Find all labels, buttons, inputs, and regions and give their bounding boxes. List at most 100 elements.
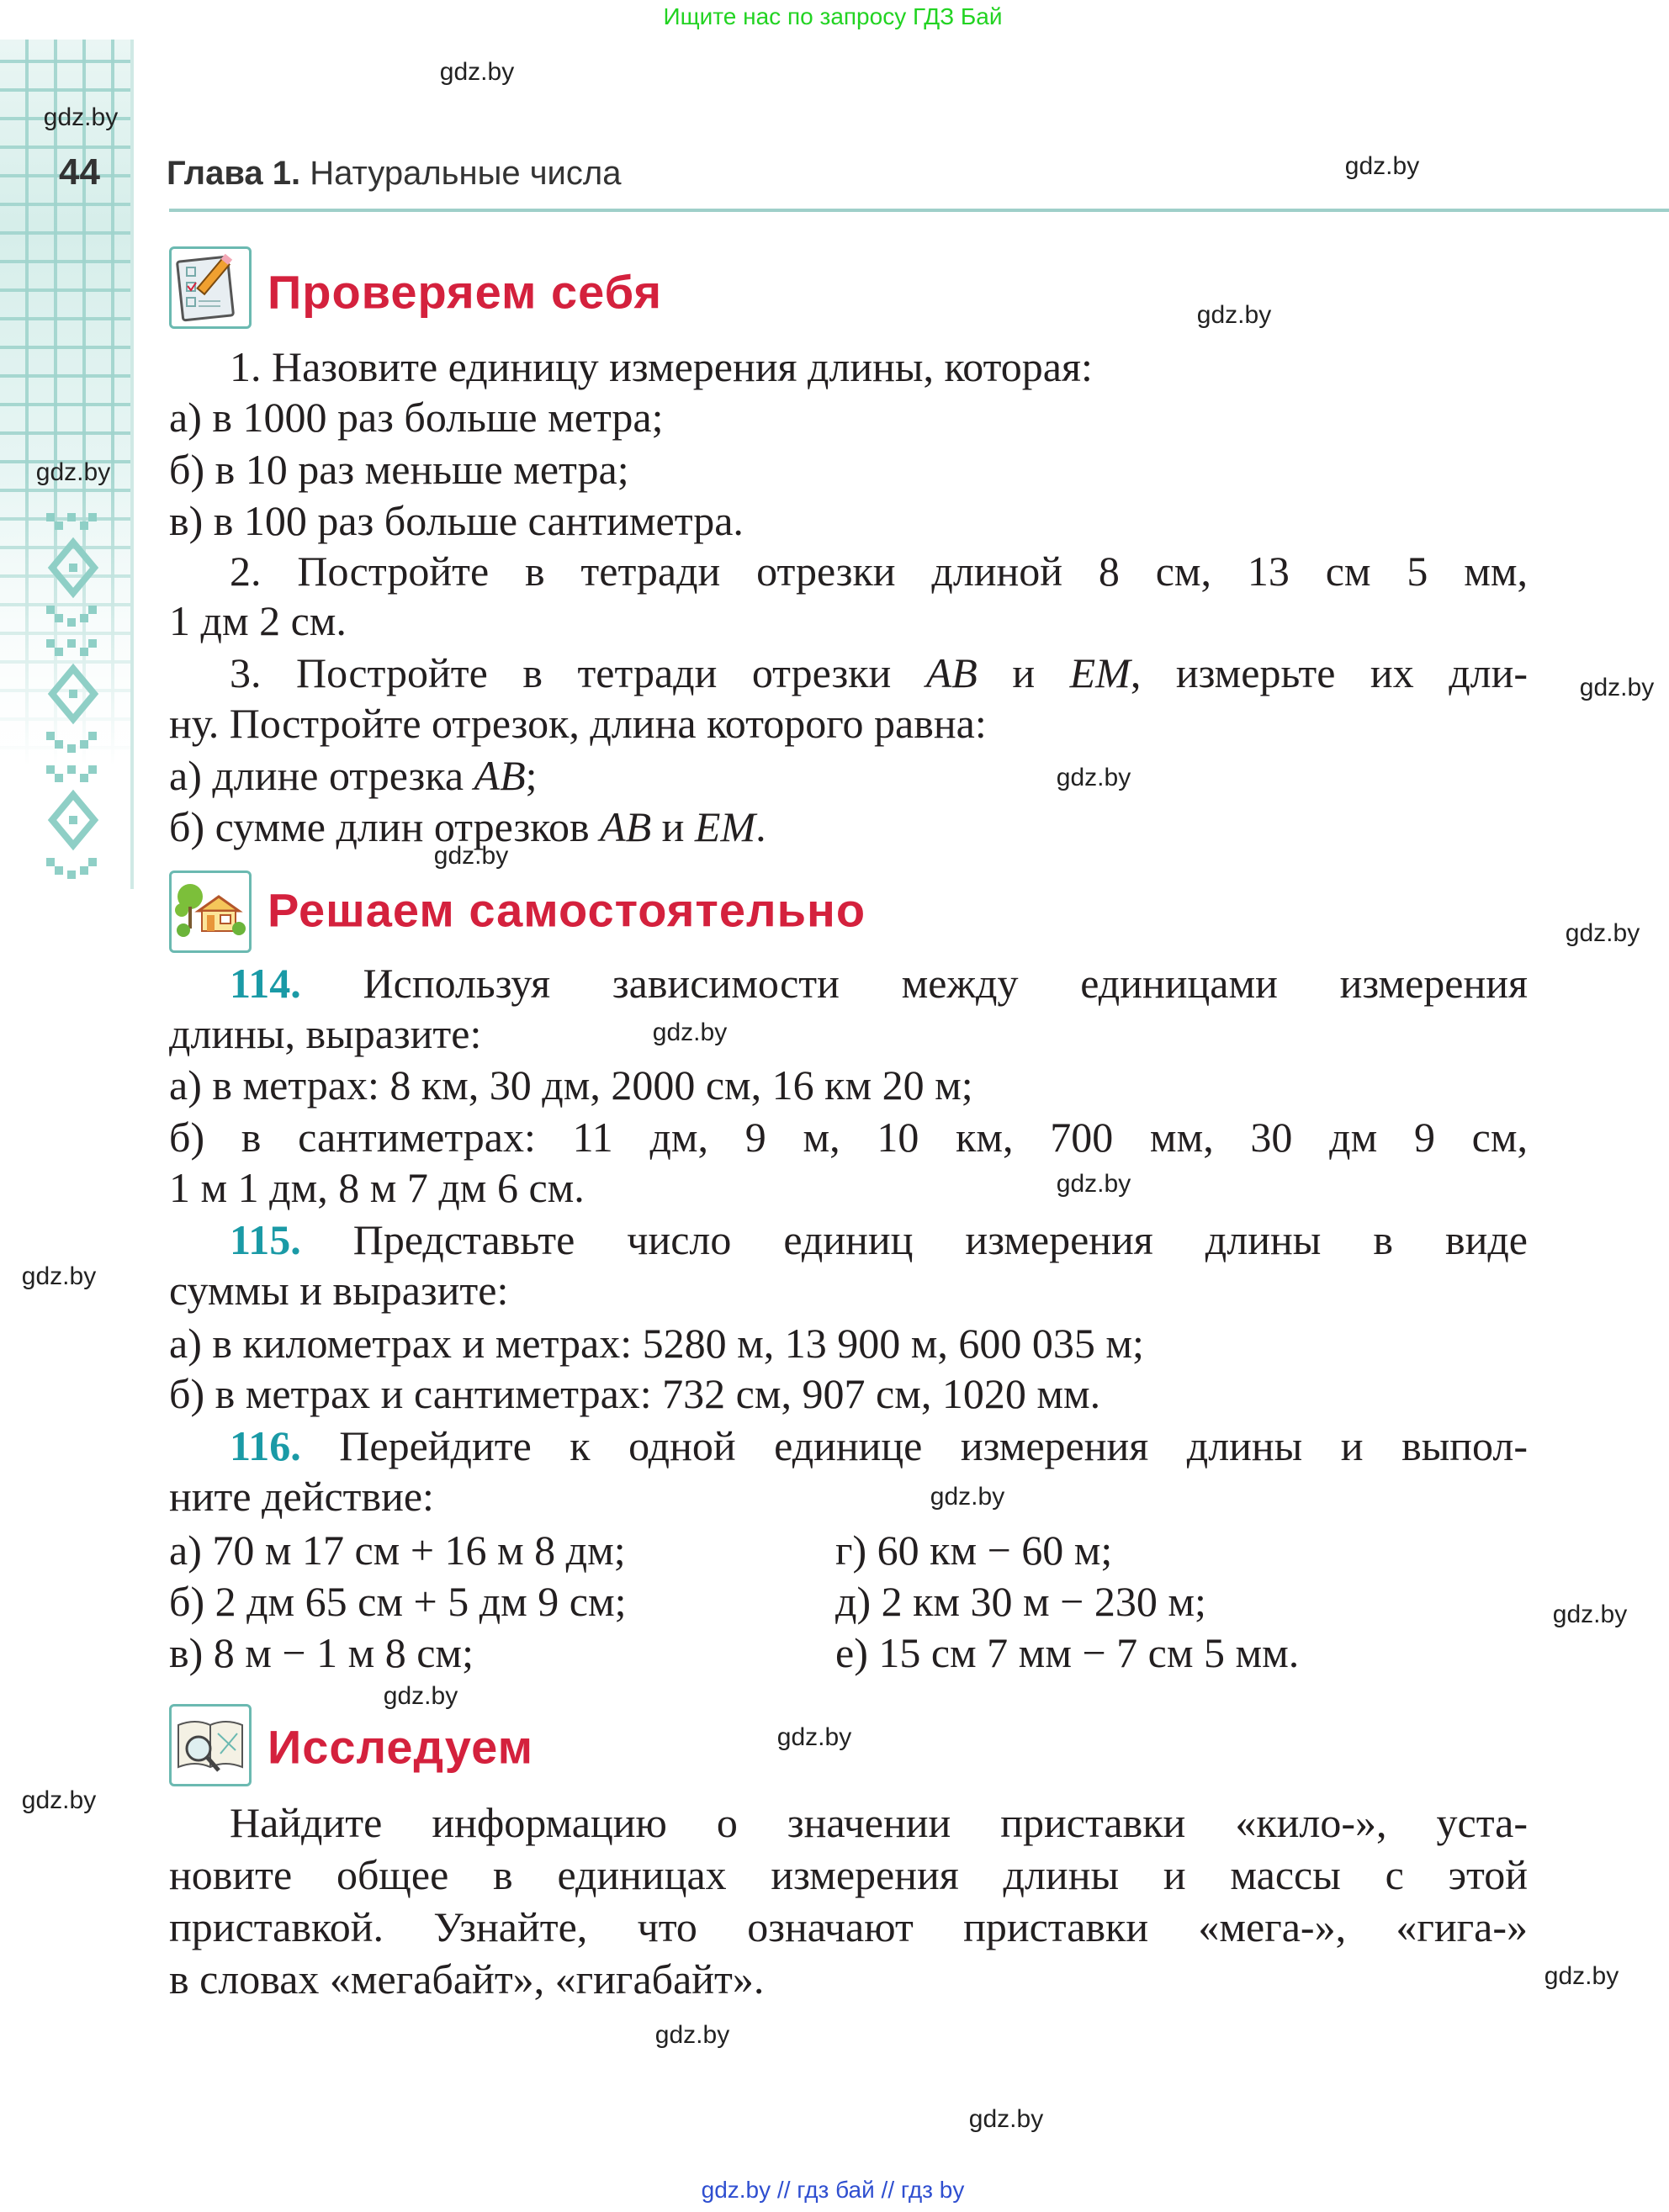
text-segment: е) 15 см 7 мм − 7 см 5 мм. bbox=[835, 1629, 1300, 1676]
watermark-text: gdz.by bbox=[1565, 919, 1640, 947]
house-tree-icon bbox=[169, 871, 252, 953]
solve-line: б) в метрах и сантиметрах: 732 см, 907 с… bbox=[169, 1368, 1100, 1420]
text-segment: и bbox=[977, 649, 1070, 696]
solve-line: а) в километрах и метрах: 5280 м, 13 900… bbox=[169, 1318, 1144, 1369]
text-segment: а) длине отрезка bbox=[169, 752, 474, 799]
watermark-text: gdz.by bbox=[776, 1723, 852, 1751]
exercise-116-item: д) 2 км 30 м − 230 м; bbox=[835, 1576, 1206, 1627]
page-number: 44 bbox=[59, 151, 100, 193]
explore-line: Найдите информацию о значении приставки … bbox=[230, 1797, 1528, 1849]
solve-line: длины, выразите: bbox=[169, 1008, 481, 1060]
text-segment: EM bbox=[694, 803, 756, 850]
footer-links[interactable]: gdz.by // гдз бай // гдз by bbox=[701, 2177, 965, 2203]
section-title-check: Проверяем себя bbox=[268, 265, 663, 319]
exercise-116-item: е) 15 см 7 мм − 7 см 5 мм. bbox=[835, 1627, 1299, 1679]
text-segment: AB bbox=[600, 803, 652, 850]
text-segment: б) в сантиметрах: 11 дм, 9 м, 10 км, 700… bbox=[169, 1114, 1528, 1161]
watermark-text: gdz.by bbox=[433, 842, 509, 870]
check-line: ну. Постройте отрезок, длина которого ра… bbox=[169, 698, 987, 749]
solve-line: б) в сантиметрах: 11 дм, 9 м, 10 км, 700… bbox=[169, 1112, 1528, 1163]
book-magnifier-icon bbox=[169, 1704, 252, 1786]
text-segment: суммы и выразите: bbox=[169, 1267, 509, 1314]
text-segment: б) 2 дм 65 см + 5 дм 9 см; bbox=[169, 1578, 627, 1625]
check-line: 1 дм 2 см. bbox=[169, 595, 347, 647]
text-segment: Представьте число единиц измерения длины… bbox=[300, 1216, 1528, 1263]
text-segment: 1 м 1 дм, 8 м 7 дм 6 см. bbox=[169, 1164, 585, 1211]
header-rule bbox=[169, 209, 1669, 212]
watermark-text: gdz.by bbox=[1544, 1962, 1619, 1990]
text-segment: Перейдите к одной единице измерения длин… bbox=[300, 1422, 1528, 1469]
solve-line: 114. Используя зависимости между единица… bbox=[230, 958, 1528, 1009]
exercise-116-item: в) 8 м − 1 м 8 см; bbox=[169, 1627, 474, 1679]
exercise-116-item: б) 2 дм 65 см + 5 дм 9 см; bbox=[169, 1576, 627, 1627]
watermark-text: gdz.by bbox=[1552, 1601, 1628, 1628]
text-segment: а) в километрах и метрах: 5280 м, 13 900… bbox=[169, 1320, 1144, 1367]
watermark-text: gdz.by bbox=[654, 2021, 730, 2049]
text-segment: новите общее в единицах измерения длины … bbox=[169, 1851, 1528, 1898]
exercise-116-item: а) 70 м 17 см + 16 м 8 дм; bbox=[169, 1525, 626, 1576]
watermark-text: gdz.by bbox=[930, 1483, 1005, 1511]
text-segment: ну. Постройте отрезок, длина которого ра… bbox=[169, 700, 987, 747]
exercise-number: 116. bbox=[230, 1422, 301, 1469]
check-line: б) в 10 раз меньше метра; bbox=[169, 444, 629, 495]
text-segment: 1 дм 2 см. bbox=[169, 597, 347, 644]
chapter-header: Глава 1. Натуральные числа bbox=[167, 155, 621, 193]
solve-line: ните действие: bbox=[169, 1471, 434, 1522]
watermark-text: gdz.by bbox=[43, 103, 119, 131]
text-segment: приставкой. Узнайте, что означают приста… bbox=[169, 1903, 1528, 1950]
watermark-text: gdz.by bbox=[439, 58, 515, 86]
text-segment: в словах «мегабайт», «гигабайт». bbox=[169, 1955, 765, 2003]
solve-line: суммы и выразите: bbox=[169, 1265, 508, 1316]
checklist-pencil-icon bbox=[169, 246, 252, 329]
text-segment: , измерьте их дли- bbox=[1130, 649, 1528, 696]
text-segment: в) 8 м − 1 м 8 см; bbox=[169, 1629, 474, 1676]
solve-line: а) в метрах: 8 км, 30 дм, 2000 см, 16 км… bbox=[169, 1060, 973, 1111]
text-segment: б) в 10 раз меньше метра; bbox=[169, 446, 629, 493]
check-line: а) в 1000 раз больше метра; bbox=[169, 392, 664, 443]
chapter-title: Натуральные числа bbox=[310, 155, 622, 192]
watermark-text: gdz.by bbox=[1056, 1170, 1131, 1198]
text-segment: длины, выразите: bbox=[169, 1010, 482, 1057]
exercise-number: 115. bbox=[230, 1216, 301, 1263]
check-line: 1. Назовите единицу измерения длины, кот… bbox=[230, 341, 1093, 393]
explore-line: в словах «мегабайт», «гигабайт». bbox=[169, 1954, 764, 2005]
text-segment: а) в метрах: 8 км, 30 дм, 2000 см, 16 км… bbox=[169, 1061, 973, 1109]
text-segment: а) 70 м 17 см + 16 м 8 дм; bbox=[169, 1527, 626, 1574]
text-segment: EM bbox=[1069, 649, 1131, 696]
exercise-number: 114. bbox=[230, 960, 301, 1007]
watermark-text: gdz.by bbox=[21, 1786, 97, 1814]
text-segment: б) сумме длин отрезков bbox=[169, 803, 601, 850]
text-segment: Найдите информацию о значении приставки … bbox=[230, 1799, 1528, 1846]
watermark-text: gdz.by bbox=[21, 1262, 97, 1290]
section-title-explore: Исследуем bbox=[268, 1720, 533, 1774]
explore-line: новите общее в единицах измерения длины … bbox=[169, 1850, 1528, 1901]
ornament-icon bbox=[42, 513, 105, 896]
watermark-text: gdz.by bbox=[1344, 152, 1420, 180]
margin-edge bbox=[130, 40, 134, 889]
watermark-text: gdz.by bbox=[1579, 674, 1655, 701]
watermark-text: gdz.by bbox=[1196, 301, 1272, 329]
watermark-text: gdz.by bbox=[35, 458, 111, 486]
text-segment: Используя зависимости между единицами из… bbox=[300, 960, 1528, 1007]
check-line: а) длине отрезка AB; bbox=[169, 750, 538, 802]
solve-line: 116. Перейдите к одной единице измерения… bbox=[230, 1421, 1528, 1472]
solve-line: 115. Представьте число единиц измерения … bbox=[230, 1214, 1528, 1266]
watermark-text: gdz.by bbox=[1056, 764, 1131, 791]
explore-line: приставкой. Узнайте, что означают приста… bbox=[169, 1902, 1528, 1953]
text-segment: AB bbox=[925, 649, 978, 696]
watermark-text: gdz.by bbox=[968, 2105, 1044, 2133]
check-line: 2. Постройте в тетради отрезки длиной 8 … bbox=[230, 546, 1528, 597]
watermark-text: gdz.by bbox=[652, 1019, 728, 1046]
check-line: 3. Постройте в тетради отрезки AB и EM, … bbox=[230, 648, 1528, 699]
watermark-text: gdz.by bbox=[383, 1682, 458, 1710]
check-line: б) сумме длин отрезков AB и EM. bbox=[169, 802, 766, 853]
text-segment: в) в 100 раз больше сантиметра. bbox=[169, 497, 744, 544]
check-line: в) в 100 раз больше сантиметра. bbox=[169, 495, 744, 547]
text-segment: ; bbox=[525, 752, 538, 799]
search-hint: Ищите нас по запросу ГДЗ Бай bbox=[663, 3, 1003, 29]
text-segment: и bbox=[651, 803, 695, 850]
solve-line: 1 м 1 дм, 8 м 7 дм 6 см. bbox=[169, 1162, 585, 1214]
text-segment: . bbox=[755, 803, 766, 850]
chapter-label: Глава 1. bbox=[167, 155, 301, 192]
section-title-solve: Решаем самостоятельно bbox=[268, 883, 866, 937]
